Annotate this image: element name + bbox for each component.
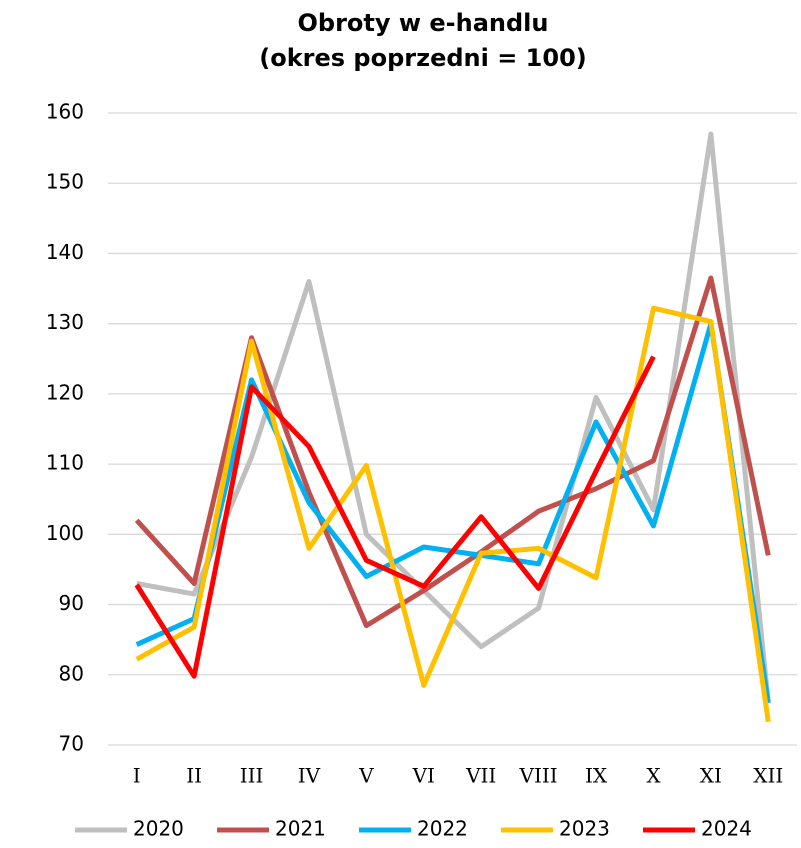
y-tick-label: 160 — [46, 100, 84, 124]
chart-subtitle: (okres poprzedni = 100) — [259, 44, 586, 72]
legend-label: 2020 — [133, 817, 184, 841]
x-tick-label: IV — [298, 764, 321, 788]
y-tick-label: 90 — [59, 591, 84, 615]
x-tick-label: III — [240, 764, 264, 788]
y-tick-label: 80 — [59, 661, 84, 685]
legend-label: 2024 — [701, 817, 752, 841]
x-tick-label: VI — [412, 764, 435, 788]
legend-label: 2021 — [275, 817, 326, 841]
y-tick-label: 140 — [46, 240, 84, 264]
x-tick-label: X — [646, 764, 661, 788]
x-tick-label: II — [186, 764, 202, 788]
y-tick-label: 120 — [46, 380, 84, 404]
x-tick-label: IX — [585, 764, 608, 788]
x-tick-label: VII — [465, 764, 496, 788]
x-tick-label: VIII — [519, 764, 558, 788]
series-line — [134, 355, 656, 679]
series-line — [135, 305, 771, 723]
y-tick-label: 110 — [46, 451, 84, 475]
y-tick-label: 150 — [46, 170, 84, 194]
x-tick-label: XI — [700, 764, 722, 788]
y-tick-label: 100 — [46, 521, 84, 545]
y-tick-label: 130 — [46, 310, 84, 334]
chart-title: Obroty w e-handlu — [297, 9, 548, 37]
x-tick-label: I — [133, 764, 141, 788]
y-tick-label: 70 — [59, 732, 84, 756]
x-tick-label: V — [358, 764, 374, 788]
legend-label: 2023 — [559, 817, 610, 841]
legend-label: 2022 — [417, 817, 468, 841]
x-tick-label: XII — [753, 764, 783, 788]
